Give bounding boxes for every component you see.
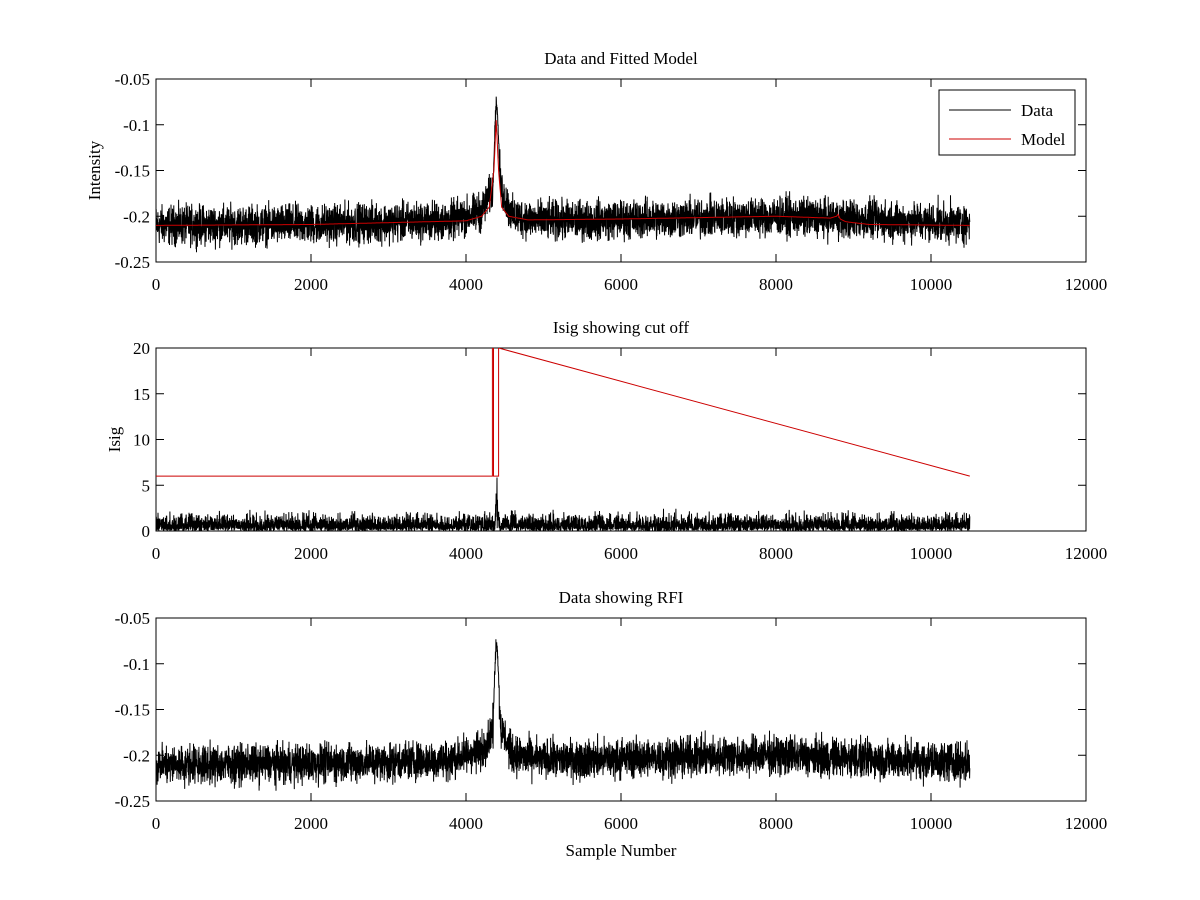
x-axis-label: Sample Number xyxy=(566,841,677,860)
subplot-2: 0 2000 4000 6000 8000 10000 12000 0 5 10 15 20 Isig … xyxy=(105,318,1107,563)
series-data xyxy=(156,96,971,253)
y-tick-label: -0.2 xyxy=(123,207,150,226)
x-tick-label: 10000 xyxy=(910,814,953,833)
x-tick-label: 8000 xyxy=(759,814,793,833)
y-tick-label: 0 xyxy=(142,522,151,541)
x-tick-label: 8000 xyxy=(759,275,793,294)
x-tick-label: 0 xyxy=(152,544,161,563)
x-tick-label: 2000 xyxy=(294,814,328,833)
y-tick-label: -0.25 xyxy=(115,253,150,272)
x-tick-label: 8000 xyxy=(759,544,793,563)
subplot-3: 0 2000 4000 6000 8000 10000 12000 -0.05 -0.1 -0.1… xyxy=(115,588,1108,860)
y-tick-label: 5 xyxy=(142,476,151,495)
y-tick-label: -0.05 xyxy=(115,70,150,89)
legend-box xyxy=(938,89,1076,156)
y-tick-label: -0.1 xyxy=(123,116,150,135)
x-tick-label: 6000 xyxy=(604,544,638,563)
y-tick-label: -0.05 xyxy=(115,609,150,628)
y-tick-label: -0.25 xyxy=(115,792,150,811)
x-tick-label: 4000 xyxy=(449,814,483,833)
y-tick-label: -0.15 xyxy=(115,701,150,720)
x-tick-label: 0 xyxy=(152,275,161,294)
y-tick-label: 20 xyxy=(133,339,150,358)
chart-title: Isig showing cut off xyxy=(553,318,689,337)
x-tick-label: 10000 xyxy=(910,275,953,294)
x-tick-label: 4000 xyxy=(449,275,483,294)
x-tick-label: 6000 xyxy=(604,275,638,294)
legend-label: Model xyxy=(1021,130,1066,149)
legend-label: Data xyxy=(1021,101,1054,120)
x-tick-label: 10000 xyxy=(910,544,953,563)
series-line-0 xyxy=(156,639,971,791)
plot-area xyxy=(156,639,971,791)
x-tick-label: 2000 xyxy=(294,275,328,294)
y-tick-label: -0.15 xyxy=(115,162,150,181)
series-line-0 xyxy=(156,477,971,531)
y-axis-label: Intensity xyxy=(85,140,104,200)
plot-area xyxy=(156,96,971,253)
subplot-1: 0 2000 4000 6000 8000 10000 12000 -0.05 -0.1 -0.1… xyxy=(85,49,1107,294)
axes-box xyxy=(155,347,1087,532)
x-tick-label: 12000 xyxy=(1065,544,1108,563)
plot-area xyxy=(156,348,971,531)
series-model xyxy=(156,120,970,226)
chart-title: Data and Fitted Model xyxy=(544,49,698,68)
y-tick-label: 10 xyxy=(133,431,150,450)
x-tick-label: 2000 xyxy=(294,544,328,563)
y-tick-label: 15 xyxy=(133,385,150,404)
y-tick-label: -0.1 xyxy=(123,655,150,674)
x-tick-label: 12000 xyxy=(1065,814,1108,833)
y-axis-label: Isig xyxy=(105,426,124,452)
x-tick-label: 12000 xyxy=(1065,275,1108,294)
series-line-1 xyxy=(156,348,970,477)
x-tick-label: 4000 xyxy=(449,544,483,563)
x-tick-label: 0 xyxy=(152,814,161,833)
chart-title: Data showing RFI xyxy=(559,588,684,607)
x-tick-label: 6000 xyxy=(604,814,638,833)
legend: Data Model xyxy=(938,89,1076,156)
y-tick-label: -0.2 xyxy=(123,746,150,765)
